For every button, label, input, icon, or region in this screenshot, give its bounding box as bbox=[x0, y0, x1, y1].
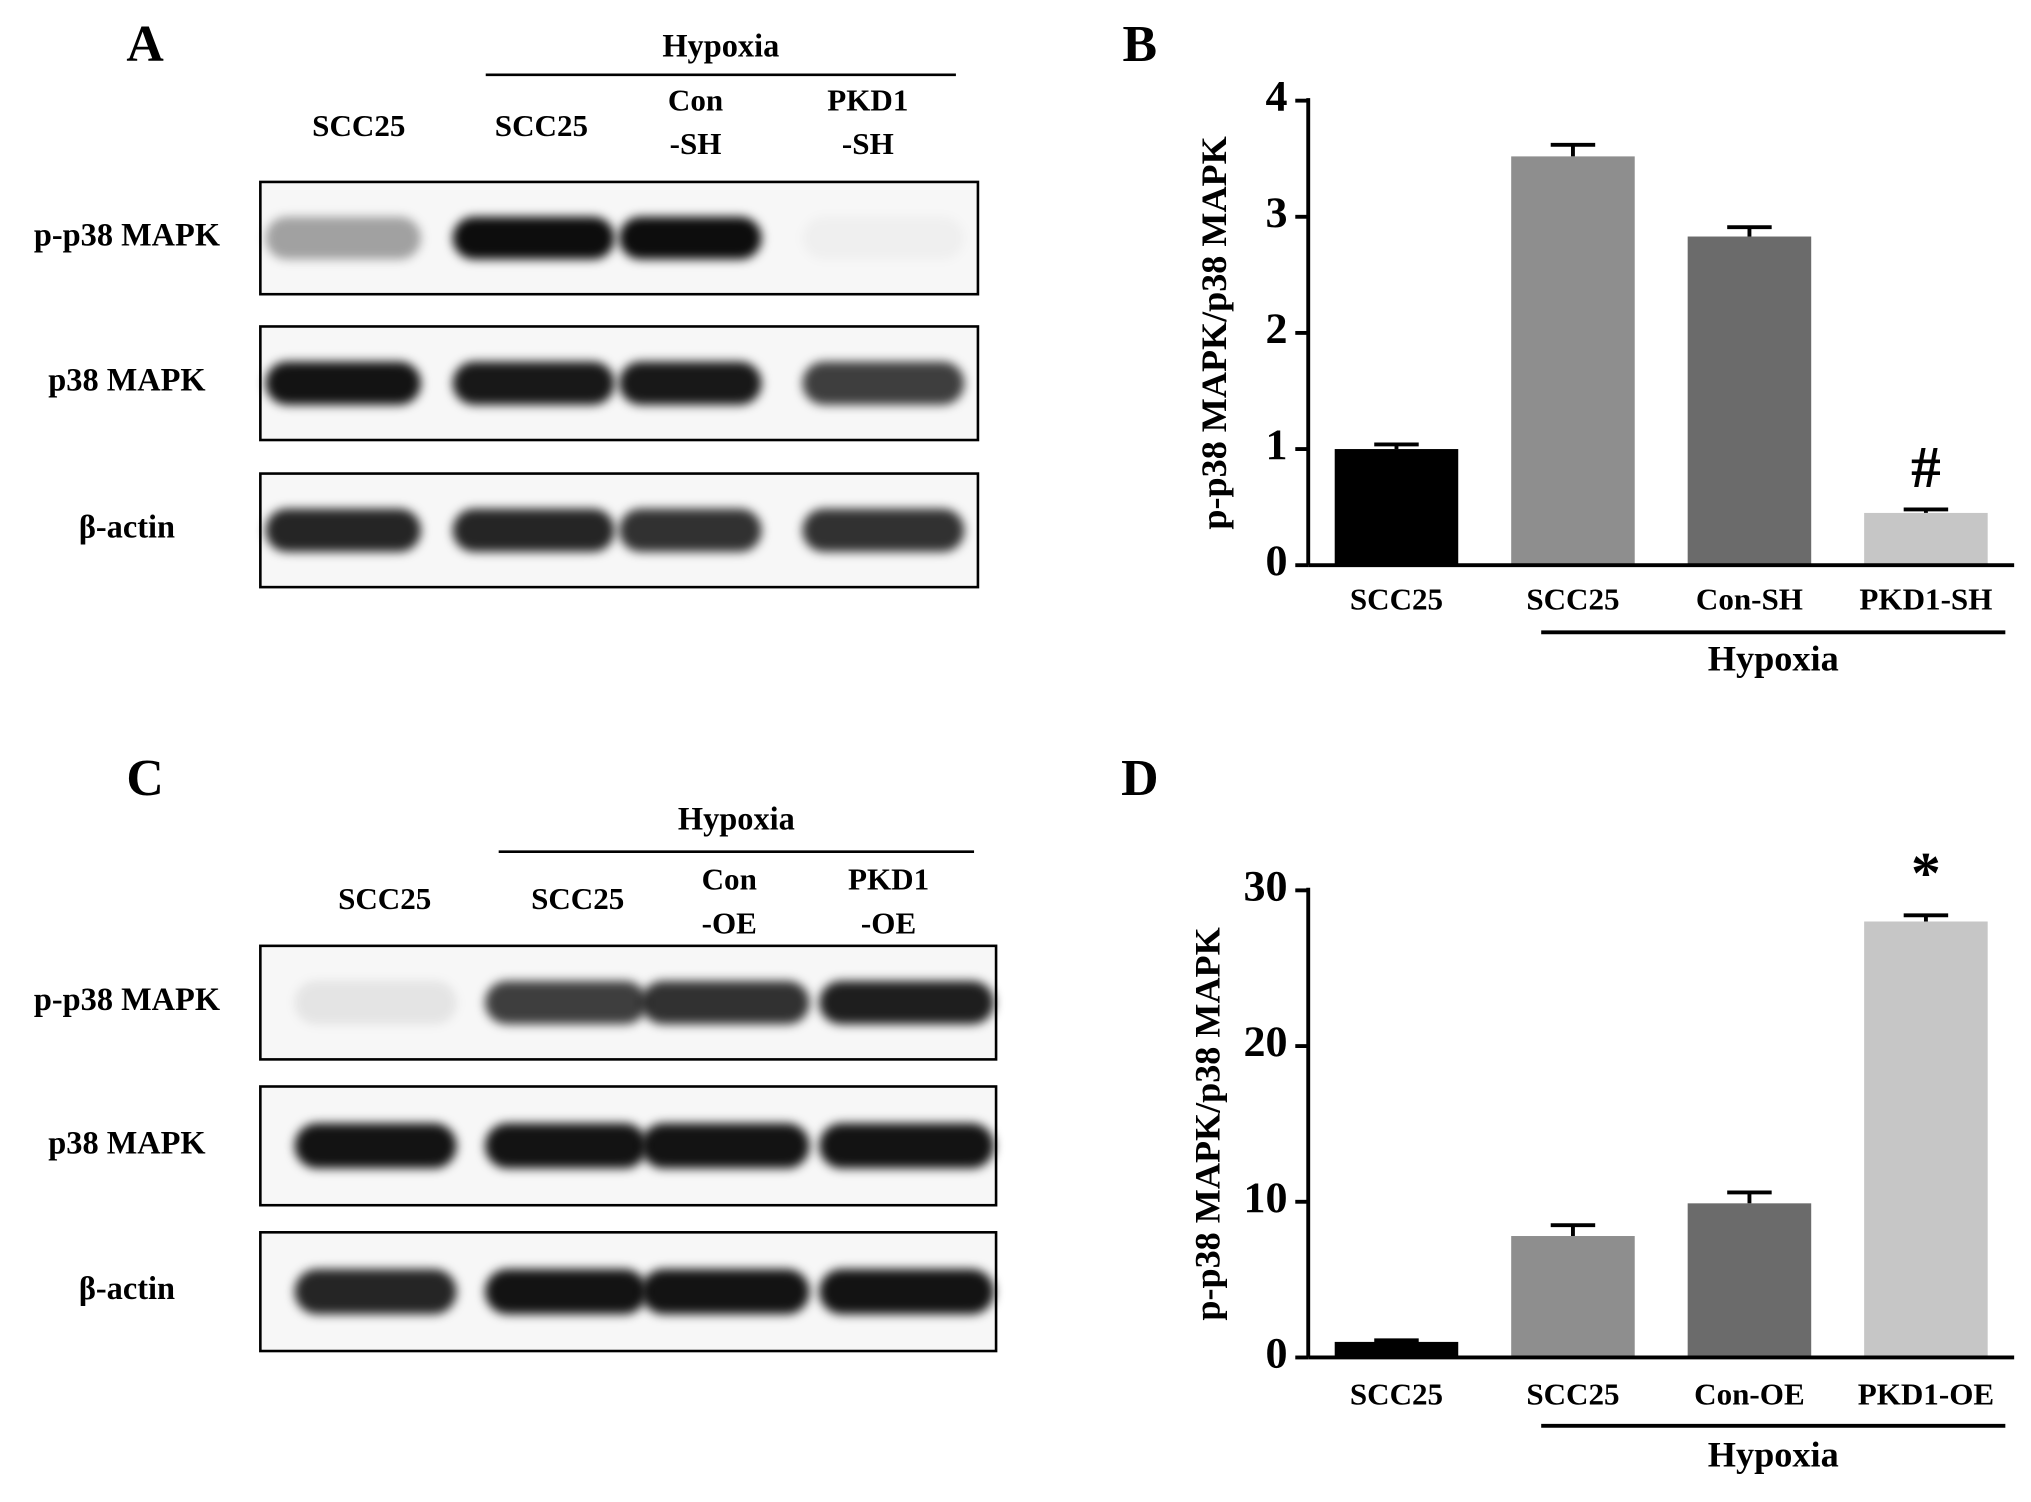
y-tick-label: 0 bbox=[1265, 1329, 1287, 1378]
lane-label: Con bbox=[668, 82, 723, 117]
blot-band bbox=[641, 981, 810, 1025]
y-tick-label: 20 bbox=[1243, 1017, 1287, 1066]
blot-band bbox=[641, 1123, 810, 1169]
panel-letter: D bbox=[1121, 750, 1158, 807]
y-axis-label: p-p38 MAPK/p38 MAPK bbox=[1194, 136, 1234, 529]
blot-band bbox=[619, 216, 762, 260]
y-tick-label: 4 bbox=[1265, 72, 1287, 121]
blot-band bbox=[265, 508, 421, 552]
lane-label: SCC25 bbox=[312, 108, 405, 143]
lane-label: -SH bbox=[670, 126, 722, 161]
bar bbox=[1511, 1236, 1635, 1358]
lane-label: SCC25 bbox=[495, 108, 588, 143]
x-tick-label: SCC25 bbox=[1350, 1377, 1443, 1412]
y-tick-label: 30 bbox=[1243, 862, 1287, 911]
panel-letter: B bbox=[1123, 16, 1158, 73]
blot-band bbox=[819, 1123, 995, 1169]
bar bbox=[1864, 512, 1988, 566]
lane-label: -OE bbox=[861, 906, 916, 941]
lane-label: SCC25 bbox=[338, 881, 431, 916]
bar bbox=[1334, 449, 1459, 566]
y-axis-label: p-p38 MAPK/p38 MAPK bbox=[1187, 927, 1227, 1320]
panel-letter: C bbox=[126, 750, 163, 807]
blot-band bbox=[619, 508, 762, 552]
y-tick-label: 10 bbox=[1243, 1173, 1287, 1222]
lane-label: PKD1 bbox=[848, 862, 929, 897]
row-label: p-p38 MAPK bbox=[34, 217, 220, 253]
blot-band bbox=[452, 216, 615, 260]
blot-band bbox=[294, 1269, 457, 1315]
group-label: Hypoxia bbox=[1708, 638, 1839, 678]
blot-band bbox=[819, 1269, 995, 1315]
y-tick-label: 3 bbox=[1265, 188, 1287, 237]
bar bbox=[1687, 236, 1812, 566]
bar bbox=[1687, 1203, 1812, 1358]
blot-band bbox=[294, 1123, 457, 1169]
blot-band bbox=[452, 361, 615, 405]
group-label: Hypoxia bbox=[678, 800, 795, 836]
blot-band bbox=[641, 1269, 810, 1315]
y-tick-label: 1 bbox=[1265, 420, 1287, 469]
row-label: β-actin bbox=[79, 509, 175, 545]
x-tick-label: Con-OE bbox=[1694, 1377, 1805, 1412]
row-label: p38 MAPK bbox=[48, 1124, 205, 1160]
x-tick-label: Con-SH bbox=[1696, 582, 1803, 617]
row-label: β-actin bbox=[79, 1270, 175, 1306]
blot-band bbox=[485, 981, 647, 1025]
x-tick-label: PKD1-SH bbox=[1859, 582, 1992, 617]
bar bbox=[1864, 921, 1988, 1358]
blot-band bbox=[294, 981, 457, 1025]
group-label: Hypoxia bbox=[1708, 1434, 1839, 1474]
blot-band bbox=[802, 217, 964, 260]
lane-label: SCC25 bbox=[531, 881, 624, 916]
blot-band bbox=[802, 508, 965, 552]
lane-label: -OE bbox=[702, 906, 757, 941]
x-tick-label: PKD1-OE bbox=[1858, 1377, 1994, 1412]
group-label: Hypoxia bbox=[662, 27, 779, 63]
blot-band bbox=[485, 1269, 647, 1315]
blot-band bbox=[485, 1123, 647, 1169]
annotation: * bbox=[1911, 840, 1941, 906]
lane-label: -SH bbox=[842, 126, 894, 161]
y-tick-label: 0 bbox=[1265, 536, 1287, 585]
row-label: p-p38 MAPK bbox=[34, 981, 220, 1017]
lane-label: PKD1 bbox=[827, 82, 908, 117]
x-tick-label: SCC25 bbox=[1526, 582, 1619, 617]
x-tick-label: SCC25 bbox=[1350, 582, 1443, 617]
blot-band bbox=[265, 361, 421, 405]
blot-band bbox=[819, 981, 995, 1025]
blot-band bbox=[802, 361, 965, 405]
bar bbox=[1511, 156, 1635, 566]
blot-band bbox=[619, 361, 762, 405]
panel-letter: A bbox=[126, 16, 163, 73]
row-label: p38 MAPK bbox=[48, 362, 205, 398]
blot-band bbox=[452, 508, 615, 552]
y-tick-label: 2 bbox=[1265, 304, 1287, 353]
blot-band bbox=[265, 216, 421, 260]
lane-label: Con bbox=[702, 862, 757, 897]
x-tick-label: SCC25 bbox=[1526, 1377, 1619, 1412]
bar bbox=[1334, 1341, 1459, 1358]
annotation: # bbox=[1911, 434, 1941, 500]
